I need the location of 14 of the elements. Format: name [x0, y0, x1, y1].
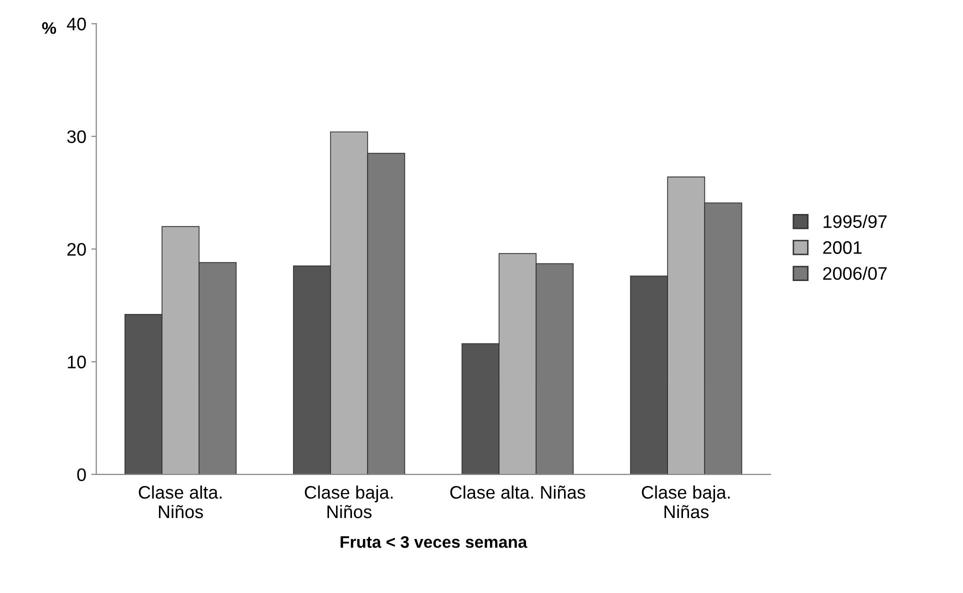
- y-axis-title: %: [42, 22, 56, 34]
- y-tick-label: 40: [66, 18, 86, 30]
- legend-label: 2001: [823, 241, 862, 254]
- legend-label: 2006/07: [823, 266, 887, 280]
- y-tick-label: 20: [67, 242, 86, 256]
- y-tick-label: 0: [77, 468, 86, 482]
- x-axis-title: Fruta < 3 veces semana: [340, 536, 528, 548]
- x-tick-label: Clase baja. Niños: [304, 486, 393, 518]
- x-tick-label: Clase alta. Niñas: [450, 486, 586, 499]
- y-tick-label: 30: [67, 130, 86, 144]
- x-tick-label: Clase baja. Niñas: [642, 486, 730, 518]
- y-tick-label: 10: [68, 356, 86, 368]
- x-tick-label: Clase alta. Niños: [138, 486, 222, 518]
- legend-label: 1995/97: [824, 214, 887, 228]
